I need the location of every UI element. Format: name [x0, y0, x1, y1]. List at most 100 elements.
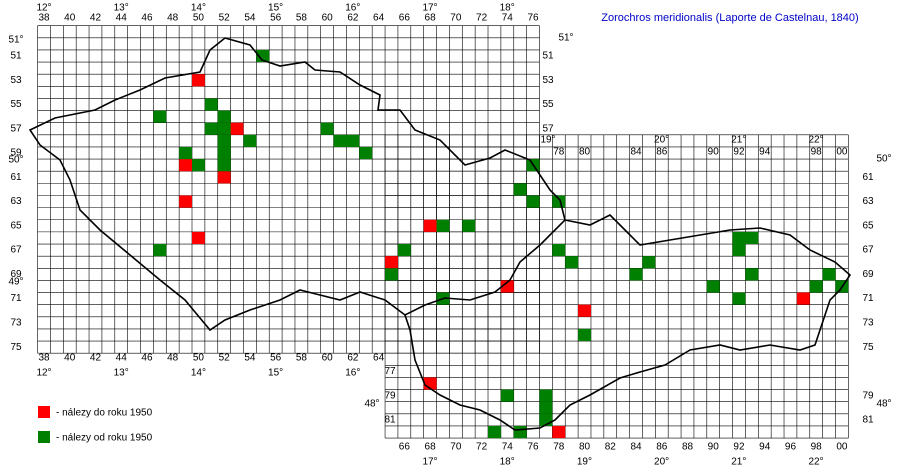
column-label: 58 [296, 13, 308, 24]
legend-label: - nálezy od roku 1950 [56, 433, 153, 444]
column-label: 40 [64, 353, 76, 364]
column-label: 52 [219, 353, 231, 364]
row-label: 79 [384, 390, 396, 401]
row-label: 57 [542, 123, 554, 134]
column-label: 48 [167, 353, 179, 364]
column-label: 50 [193, 13, 205, 24]
degree-label: 48° [364, 399, 379, 410]
degree-label: 21° [731, 135, 746, 146]
degree-label: 16° [345, 368, 360, 379]
column-label: 94 [759, 147, 771, 158]
record-square [204, 98, 218, 111]
border-sk [404, 214, 852, 431]
record-square [552, 425, 566, 439]
record-square [192, 159, 205, 172]
record-square [230, 122, 244, 135]
degree-label: 20° [654, 135, 669, 146]
column-label: 60 [322, 13, 334, 24]
column-label: 98 [811, 147, 823, 158]
record-square [642, 256, 656, 269]
record-square [217, 159, 231, 172]
degree-label: 17° [422, 457, 437, 468]
row-label: 79 [862, 390, 874, 401]
record-square [320, 122, 334, 135]
row-label: 51 [542, 51, 554, 62]
record-square [578, 328, 591, 342]
column-label: 56 [270, 353, 282, 364]
column-label: 46 [141, 13, 153, 24]
record-square [217, 122, 231, 135]
record-square [745, 268, 759, 281]
row-label: 63 [862, 196, 874, 207]
degree-label: 14° [191, 368, 206, 379]
row-label: 69 [10, 269, 22, 280]
record-square [526, 195, 540, 208]
column-label: 82 [605, 442, 617, 453]
record-square [333, 134, 347, 147]
record-square [732, 244, 746, 257]
column-label: 50 [193, 353, 205, 364]
records [153, 49, 849, 439]
record-square [462, 219, 476, 232]
row-label: 55 [10, 99, 22, 110]
row-label: 61 [10, 172, 22, 183]
column-label: 44 [116, 13, 128, 24]
record-square [796, 292, 810, 305]
degree-label: 12° [36, 368, 51, 379]
column-label: 00 [836, 442, 848, 453]
record-square [217, 146, 231, 160]
record-square [385, 268, 398, 281]
column-label: 66 [399, 442, 411, 453]
column-label: 86 [656, 147, 668, 158]
column-label: 80 [579, 147, 591, 158]
column-label: 64 [373, 13, 385, 24]
column-label: 42 [90, 353, 102, 364]
record-square [359, 146, 373, 160]
row-label: 53 [10, 75, 22, 86]
row-label: 55 [542, 99, 554, 110]
column-label: 42 [90, 13, 102, 24]
row-label: 75 [862, 342, 874, 353]
column-label: 84 [630, 147, 642, 158]
record-square [397, 244, 411, 257]
column-label: 98 [811, 442, 823, 453]
row-label: 61 [862, 172, 874, 183]
row-label: 57 [10, 123, 22, 134]
record-square [578, 304, 591, 317]
column-label: 92 [733, 442, 745, 453]
border-cz [28, 37, 566, 332]
degree-label: 19° [540, 135, 555, 146]
row-label: 73 [862, 318, 874, 329]
column-label: 40 [64, 13, 76, 24]
column-label: 62 [347, 353, 359, 364]
record-square [539, 401, 553, 414]
column-label: 60 [322, 353, 334, 364]
column-label: 56 [270, 13, 282, 24]
record-square [346, 134, 360, 147]
column-label: 62 [347, 13, 359, 24]
record-square [153, 110, 167, 123]
record-square [179, 195, 193, 208]
record-square [488, 425, 501, 439]
column-label: 76 [527, 442, 539, 453]
degree-label: 12° [36, 3, 51, 14]
record-square [385, 256, 398, 269]
column-label: 48 [167, 13, 179, 24]
degree-label: 51° [8, 35, 23, 46]
degree-label: 18° [500, 3, 515, 14]
column-label: 46 [141, 353, 153, 364]
degree-label: 14° [191, 3, 206, 14]
record-square [552, 244, 566, 257]
column-label: 52 [219, 13, 231, 24]
degree-label: 50° [876, 154, 891, 165]
row-label: 67 [10, 245, 22, 256]
column-label: 90 [708, 442, 720, 453]
record-square [539, 389, 553, 402]
record-square [423, 219, 437, 232]
record-square [745, 231, 759, 245]
record-square [513, 183, 527, 196]
row-label: 81 [384, 415, 396, 426]
column-label: 68 [425, 442, 437, 453]
column-label: 92 [733, 147, 745, 158]
